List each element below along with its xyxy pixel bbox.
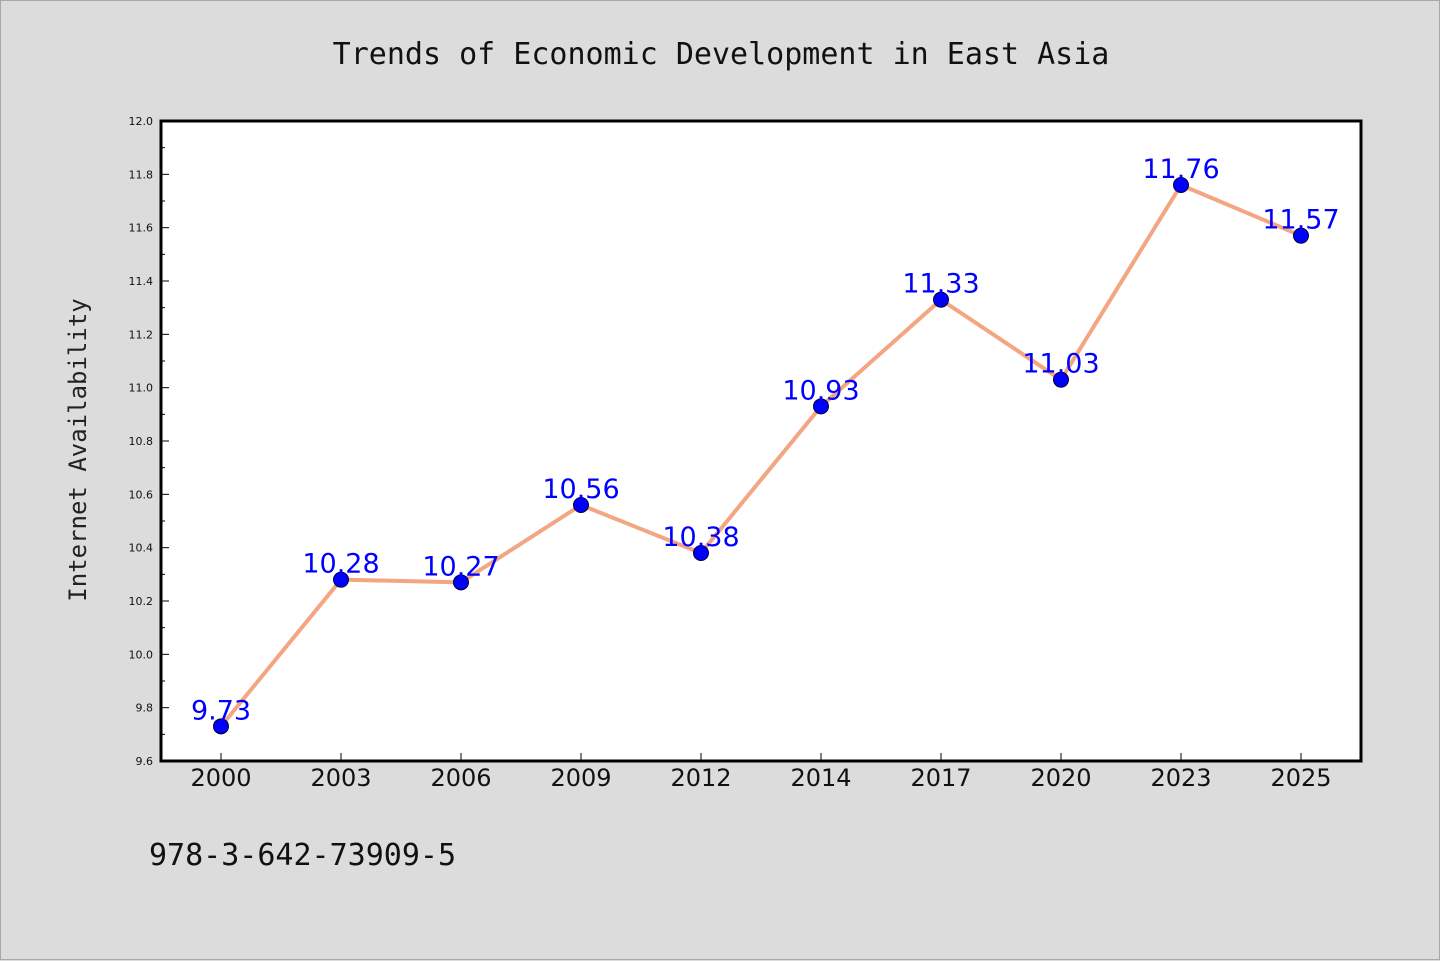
data-label: 11.33 [902, 269, 979, 300]
marker-group [213, 177, 1309, 735]
y-tick-label: 10.8 [129, 435, 154, 448]
y-tick-label: 11.8 [129, 168, 154, 181]
y-tick-label: 9.6 [136, 755, 154, 768]
y-axis-label: Internet Availability [64, 298, 92, 601]
data-label: 10.28 [302, 549, 379, 580]
data-label: 11.76 [1142, 154, 1219, 185]
data-point [813, 398, 829, 415]
series-line [219, 183, 1303, 729]
y-axis: 9.6 9.8 10.0 10.2 10.4 10.6 10.8 11.0 11.2 11.4 11… [129, 115, 169, 768]
data-label-group: 9.73 10.28 10.27 10.56 10.38 10.93 11.33 11.03 1… [191, 154, 1340, 726]
x-tick-label: 2000 [190, 764, 251, 792]
data-point [693, 545, 709, 561]
data-label: 11.57 [1262, 205, 1339, 236]
y-tick-label: 10.0 [129, 648, 154, 661]
data-point [213, 718, 229, 735]
plot-frame [159, 119, 1363, 763]
y-tick-label: 11.4 [129, 275, 154, 288]
data-point [453, 574, 469, 591]
data-label: 10.93 [782, 375, 859, 406]
x-tick-label: 2006 [430, 764, 491, 792]
data-label: 9.73 [191, 695, 251, 726]
data-point [1053, 371, 1069, 388]
data-point [933, 291, 949, 308]
y-tick-label: 11.2 [129, 328, 154, 341]
x-tick-label: 2020 [1030, 764, 1091, 792]
x-tick-label: 2017 [910, 764, 971, 792]
x-tick-label: 2014 [790, 764, 851, 792]
data-label: 10.56 [542, 474, 619, 505]
y-tick-label: 11.6 [129, 222, 154, 235]
chart-title: Trends of Economic Development in East A… [333, 37, 1110, 72]
x-tick-label: 2023 [1150, 764, 1211, 792]
data-point [333, 571, 349, 588]
x-tick-label: 2003 [310, 764, 371, 792]
isbn-text: 978-3-642-73909-5 [149, 838, 456, 873]
x-tick-label: 2025 [1270, 764, 1331, 792]
x-tick-label: 2012 [670, 764, 731, 792]
data-point [573, 497, 589, 513]
y-tick-label: 10.6 [129, 488, 154, 501]
y-tick-label: 9.8 [136, 702, 154, 715]
y-tick-label: 10.4 [129, 542, 154, 555]
y-tick-label: 10.2 [129, 595, 154, 608]
data-point [1173, 177, 1189, 193]
plot-area [161, 121, 1361, 761]
data-point [1293, 227, 1309, 244]
series-line-group [219, 183, 1303, 729]
y-tick-label: 12.0 [129, 115, 154, 128]
y-tick-label: 11.0 [129, 382, 154, 395]
x-axis: 2000 2003 2006 2009 2012 2014 2017 2020 2023 2025 [190, 753, 1332, 792]
data-label: 10.38 [662, 522, 739, 553]
data-label: 10.27 [422, 551, 499, 582]
x-tick-label: 2009 [550, 764, 611, 792]
data-label: 11.03 [1022, 349, 1099, 380]
